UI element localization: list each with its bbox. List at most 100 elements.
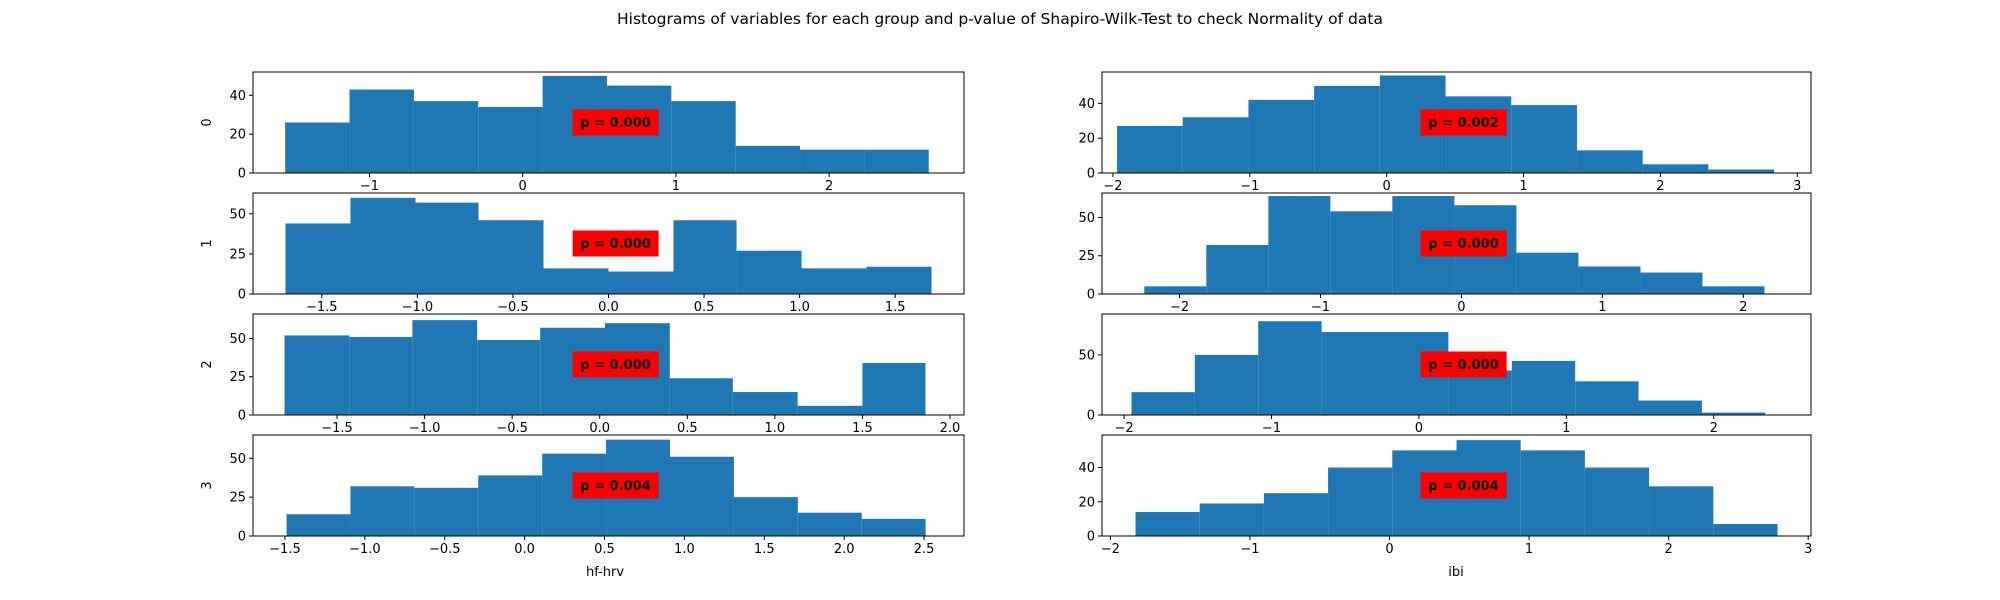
y-tick-label: 50 [229,332,246,347]
histogram-bar [1516,252,1579,294]
x-tick-label: 1.0 [789,300,810,315]
histogram-bar [866,266,932,294]
histogram-bar [797,512,862,536]
axes-frame [1101,434,1812,537]
axes-frame [1101,71,1812,174]
x-tick-label: 2.0 [834,542,855,557]
x-tick-label: 1.0 [674,542,695,557]
x-tick-label: 2.0 [940,421,961,436]
p-value-label: p = 0.000 [1428,358,1498,373]
histogram-bar [608,271,674,294]
histogram-bar [1640,272,1703,294]
histogram-bar [1575,381,1639,415]
histogram-bar [413,101,479,173]
y-tick-label: 0 [1087,530,1095,545]
x-tick-label: 0.5 [677,421,698,436]
y-tick-label: 0 [238,167,246,182]
x-tick-label: 0.5 [594,542,615,557]
x-tick-label: −1.0 [402,300,434,315]
y-tick-label: 50 [1078,348,1095,363]
x-tick-label: −1.0 [349,542,381,557]
histogram-bar [414,487,479,536]
histogram-panel-r1-c1: −2 −1 0 1 2 0 25 50 p = 0.000 [1078,192,1812,315]
x-tick-label: 2.5 [914,542,935,557]
y-tick-label: 40 [229,89,246,104]
y-axis-label: 1 [200,239,215,247]
histogram-bar [285,223,351,294]
histogram-bar [1702,286,1765,294]
x-tick-label: 1.5 [754,542,775,557]
histogram-bar [1248,99,1315,173]
histogram-bar [673,220,737,294]
p-value-box [572,351,659,378]
x-tick-label: 0 [1385,542,1393,557]
p-value-label: p = 0.004 [580,479,650,494]
y-tick-label: 0 [238,530,246,545]
histogram-bar [285,122,350,173]
x-tick-label: 2 [1710,421,1718,436]
histogram-bar [1135,512,1200,536]
p-value-box [572,230,659,257]
histogram-bar [669,378,733,415]
histogram-bar [732,392,798,415]
y-tick-label: 25 [229,491,246,506]
histogram-bar [1642,164,1709,173]
histogram-bar [350,486,415,536]
histogram-bar [1520,450,1585,536]
axes-frame [1101,313,1812,416]
x-tick-label: 1 [1598,300,1606,315]
histogram-bar [478,475,543,536]
y-tick-label: 40 [1078,97,1095,112]
histogram-bar [412,320,478,415]
x-tick-label: 0 [519,179,527,194]
y-tick-label: 20 [1078,495,1095,510]
x-axis-label-right: ibi [1448,565,1463,580]
axes-frame [1101,192,1812,295]
histogram-panel-r2-c1: −2 −1 0 1 2 0 50 p = 0.000 [1078,313,1812,436]
histogram-bar [671,101,736,173]
x-tick-label: −1 [1240,542,1259,557]
histogram-bar [478,106,543,173]
histogram-bar [1448,370,1512,415]
x-tick-label: 2 [1665,542,1673,557]
x-tick-label: −2 [1101,542,1120,557]
histogram-bar [1511,360,1576,415]
y-tick-label: 0 [1087,167,1095,182]
x-tick-label: −1.5 [269,542,301,557]
y-axis-label: 0 [200,118,215,126]
histogram-bar [1713,524,1778,536]
histogram-bar [1258,321,1322,415]
x-tick-label: −2 [1170,300,1189,315]
x-tick-label: −1 [1311,300,1330,315]
histogram-bar [1701,412,1766,415]
x-tick-label: −1.0 [409,421,441,436]
y-tick-label: 25 [229,247,246,262]
x-tick-label: −0.5 [496,421,528,436]
p-value-label: p = 0.004 [1428,479,1498,494]
x-tick-label: 1 [1525,542,1533,557]
x-tick-label: 2 [1739,300,1747,315]
p-value-box [1420,109,1507,136]
histogram-bar [1263,493,1329,536]
histogram-bar [735,145,801,173]
p-value-label: p = 0.002 [1428,116,1498,131]
x-tick-label: −0.5 [497,300,529,315]
figure-title: Histograms of variables for each group a… [617,10,1383,28]
p-value-box [1420,230,1507,257]
x-tick-label: 0 [1415,421,1423,436]
x-tick-label: 2 [1656,179,1664,194]
histogram-bar [1321,332,1386,415]
histogram-bar [1584,467,1650,536]
y-tick-label: 40 [1078,461,1095,476]
histogram-bar [477,340,541,415]
y-tick-label: 50 [1078,211,1095,226]
histogram-bar [349,336,413,415]
y-axis-label: 2 [200,360,215,368]
histogram-bar [862,362,926,415]
histogram-bar [1578,266,1641,294]
y-tick-label: 20 [1078,132,1095,147]
x-tick-label: 1.5 [852,421,873,436]
axes-frame [252,71,965,174]
